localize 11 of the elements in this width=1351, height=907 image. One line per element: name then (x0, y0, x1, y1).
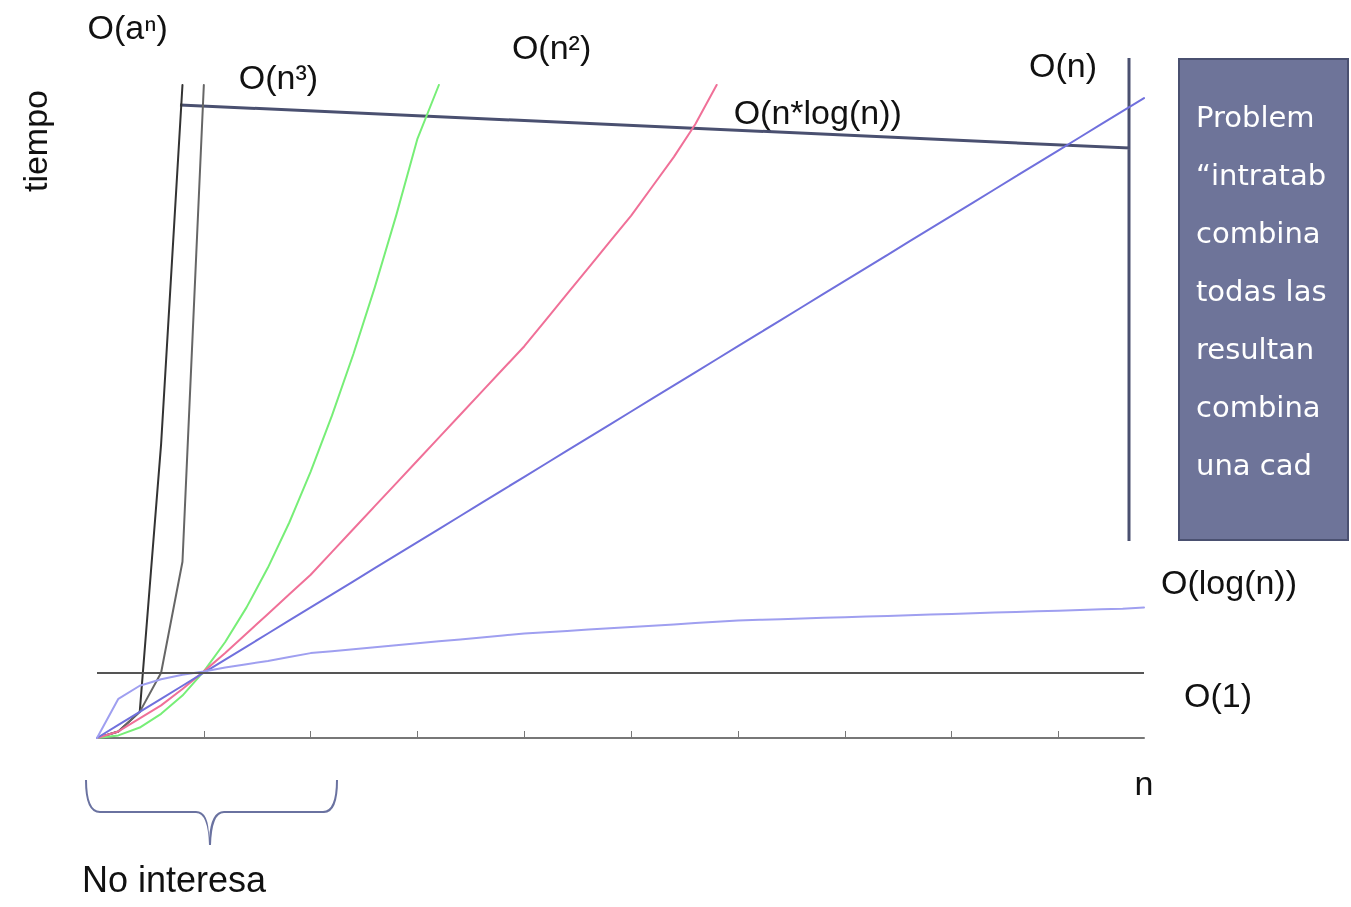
text: Problem “intratab combina todas las resultan combina una cad (1178, 58, 1349, 541)
y-axis-title: tiempo (16, 89, 54, 193)
series-label: O(n*log(n)) (733, 93, 902, 131)
x-axis-title: n (1134, 764, 1154, 802)
text: No interesa (82, 859, 267, 900)
series-label: O(n) (1029, 46, 1097, 85)
series-label: O(n³) (238, 58, 319, 96)
text: O(n²) (511, 28, 592, 66)
ref-line-label: O(1) (1184, 675, 1252, 714)
series-label: O(log(n)) (1161, 563, 1298, 602)
series-label: O(aⁿ) (87, 8, 168, 46)
